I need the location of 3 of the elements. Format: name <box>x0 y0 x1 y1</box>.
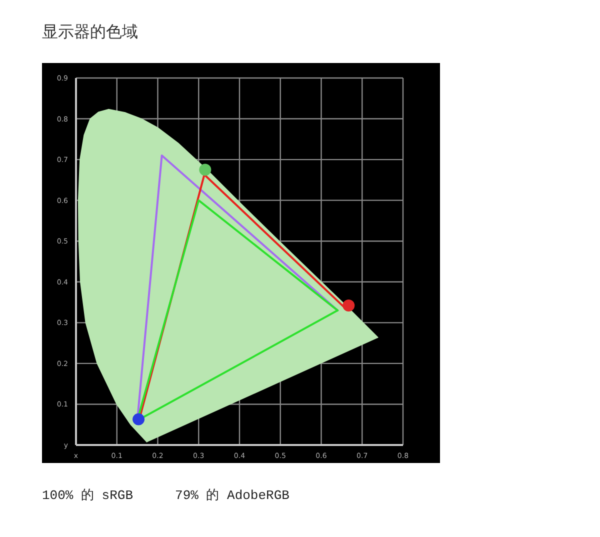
text: 79% 的 AdobeRGB <box>175 487 290 504</box>
chart-title: 显示器的色域 <box>42 22 138 42</box>
text: 100% 的 sRGB <box>42 487 134 504</box>
